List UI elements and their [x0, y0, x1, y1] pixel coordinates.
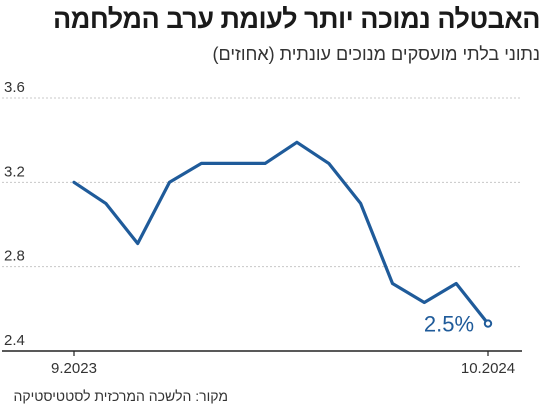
x-axis: 9.2023 10.2024 [51, 351, 515, 377]
chart-subtitle: נתוני בלתי מועסקים מנוכים עונתית (אחוזים… [212, 44, 540, 64]
end-value-label: 2.5% [424, 312, 474, 337]
y-tick-label: 2.8 [4, 248, 25, 265]
y-tick-label: 3.6 [4, 79, 25, 96]
gridlines [2, 97, 522, 352]
x-tick-label: 9.2023 [51, 360, 97, 377]
y-tick-label: 2.4 [4, 332, 25, 349]
x-tick-label: 10.2024 [461, 360, 515, 377]
data-points [483, 319, 493, 328]
source-note: מקור: הלשכה המרכזית לסטטיסטיקה [13, 388, 228, 404]
chart-title: האבטלה נמוכה יותר לעומת ערב המלחמה [53, 4, 540, 34]
series-line [72, 140, 490, 326]
end-point-marker [483, 319, 493, 328]
y-tick-label: 3.2 [4, 163, 25, 180]
y-axis-tick-labels: 2.4 2.8 3.2 3.6 [4, 79, 25, 349]
